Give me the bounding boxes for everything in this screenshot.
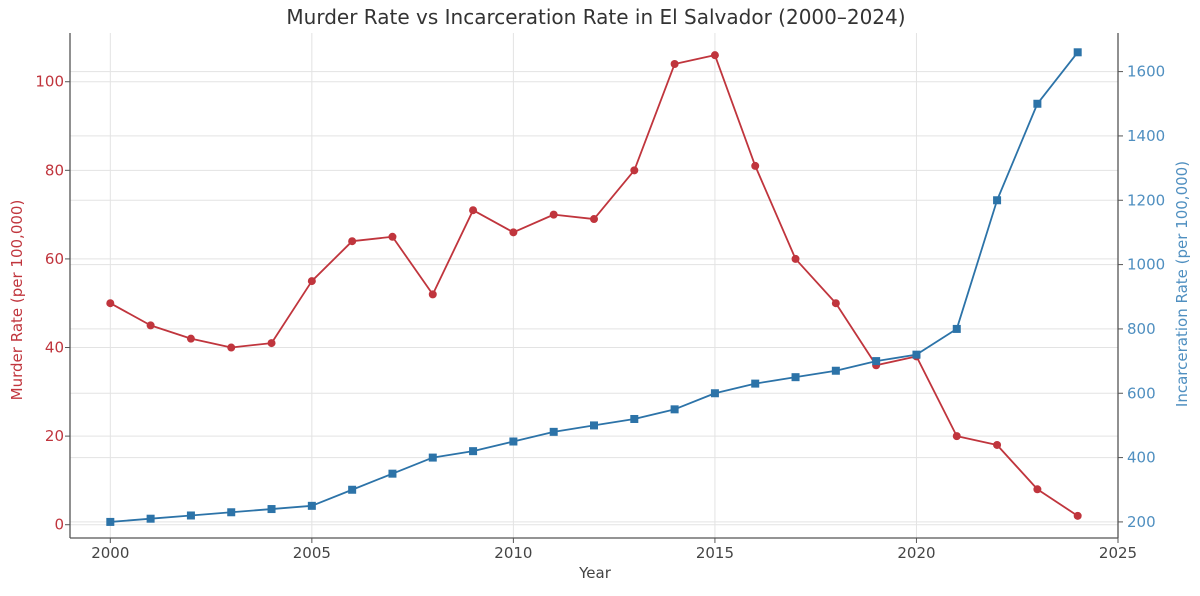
incarceration-rate-point	[670, 405, 679, 414]
incarceration-rate-point	[751, 379, 760, 388]
incarceration-rate-point	[590, 421, 598, 430]
x-tick-label: 2015	[696, 544, 734, 562]
axes	[65, 33, 1123, 543]
x-tick-label: 2025	[1099, 544, 1137, 562]
murder-rate-point	[791, 254, 800, 263]
incarceration-rate-point	[630, 414, 639, 423]
incarceration-rate-point	[1033, 99, 1042, 108]
y2-tick-label: 1000	[1127, 256, 1165, 274]
y-axis-label: Murder Rate (per 100,000)	[8, 200, 26, 401]
murder-rate-point	[348, 237, 357, 246]
incarceration-rate-point	[146, 514, 155, 523]
x-tick-label: 2020	[897, 544, 935, 562]
y2-tick-label: 1200	[1127, 191, 1165, 209]
incarceration-rate-point	[227, 508, 236, 517]
murder-rate-point	[993, 440, 1002, 449]
y-tick-label: 40	[45, 339, 64, 357]
x-tick-label: 2000	[91, 544, 129, 562]
murder-rate-point	[267, 339, 276, 348]
incarceration-rate-point	[791, 373, 800, 382]
murder-rate-point	[509, 228, 518, 237]
y2-tick-label: 1600	[1127, 63, 1165, 81]
incarceration-rate-point	[186, 511, 195, 520]
murder-rate-point	[630, 166, 639, 175]
y2-tick-label: 200	[1127, 513, 1156, 531]
murder-rate-point	[1033, 485, 1042, 494]
murder-rate-point	[751, 161, 760, 170]
incarceration-rate-point	[509, 437, 518, 446]
y-tick-label: 80	[45, 161, 64, 179]
murder-rate-point	[469, 206, 478, 215]
y2-tick-label: 1400	[1127, 127, 1165, 145]
y2-tick-label: 800	[1127, 320, 1156, 338]
murder-rate-line	[109, 54, 1079, 517]
incarceration-rate-point	[872, 357, 881, 366]
y-tick-label: 60	[45, 250, 64, 268]
murder-rate-point	[590, 215, 598, 224]
incarceration-rate-point	[993, 196, 1002, 205]
murder-rate-point	[1073, 511, 1082, 520]
incarceration-rate-point	[710, 389, 719, 398]
incarceration-rate-line	[110, 51, 1079, 523]
murder-rate-point	[549, 210, 558, 219]
murder-rate-point	[670, 60, 679, 69]
y-tick-label: 0	[54, 516, 64, 534]
incarceration-rate-point	[912, 350, 921, 359]
incarceration-rate-point	[388, 469, 397, 478]
y2-axis-label: Incarceration Rate (per 100,000)	[1173, 161, 1191, 407]
murder-rate-point	[710, 51, 719, 60]
incarceration-rate-point	[831, 366, 840, 375]
incarceration-rate-point	[549, 427, 558, 436]
murder-rate-point	[106, 299, 115, 308]
y2-tick-label: 400	[1127, 449, 1156, 467]
murder-rate-point	[388, 232, 397, 241]
incarceration-rate-point	[307, 501, 316, 510]
incarceration-rate-point	[267, 505, 276, 514]
tick-labels: 2000 2005 2010 2015 2020 2025 0 20 40 60 80 100 200 4…	[35, 63, 1165, 562]
grid	[70, 33, 1119, 538]
x-axis-label: Year	[578, 564, 612, 582]
y-tick-label: 20	[45, 427, 64, 445]
murder-rate-point	[146, 321, 155, 330]
y2-tick-label: 600	[1127, 384, 1156, 402]
murder-rate-point	[952, 432, 961, 441]
incarceration-rate-point	[469, 447, 478, 456]
murder-rate-point	[307, 277, 316, 286]
incarceration-rate-point	[106, 517, 115, 526]
murder-rate-point	[227, 343, 236, 352]
incarceration-rate-point	[428, 453, 437, 462]
y-tick-label: 100	[35, 73, 64, 91]
incarceration-rate-point	[1073, 48, 1082, 57]
murder-rate-point	[831, 299, 840, 308]
incarceration-rate-point	[348, 485, 357, 494]
incarceration-rate-point	[952, 324, 961, 333]
chart-title: Murder Rate vs Incarceration Rate in El …	[286, 5, 905, 29]
x-tick-label: 2005	[293, 544, 331, 562]
murder-rate-point	[186, 334, 195, 343]
x-tick-label: 2010	[494, 544, 532, 562]
murder-rate-point	[428, 290, 437, 299]
series-layer	[106, 48, 1082, 526]
